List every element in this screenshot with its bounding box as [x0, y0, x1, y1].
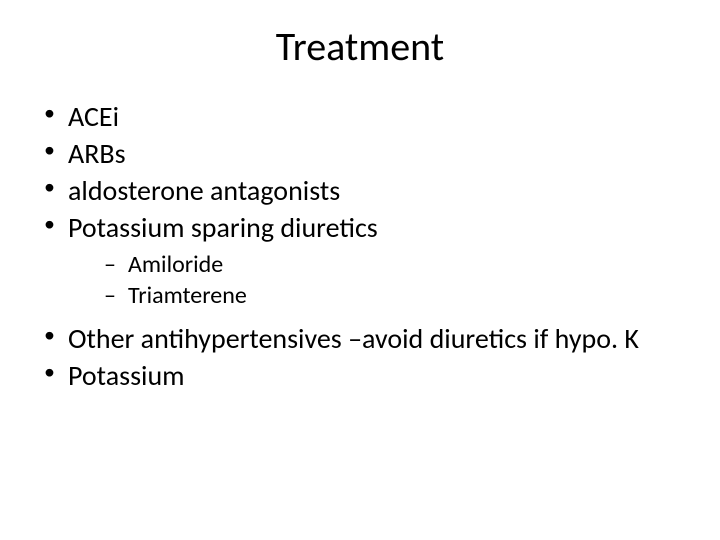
list-item: ARBs — [38, 136, 682, 171]
slide-content: ACEi ARBs aldosterone antagonists Potass… — [0, 81, 720, 393]
list-item: Amiloride — [68, 249, 682, 280]
list-item: ACEi — [38, 99, 682, 134]
list-item: aldosterone antagonists — [38, 173, 682, 208]
list-item-text: aldosterone antagonists — [68, 173, 340, 208]
list-item-text: Potassium — [68, 358, 185, 393]
list-item: Triamterene — [68, 280, 682, 311]
list-item-text: Amiloride — [128, 250, 223, 279]
list-item-text: ARBs — [68, 136, 126, 171]
slide-title: Treatment — [0, 0, 720, 81]
list-item: Potassium sparing diuretics Amiloride Tr… — [38, 210, 682, 311]
slide: Treatment ACEi ARBs aldosterone antagoni… — [0, 0, 720, 540]
list-item: Other antihypertensives –avoid diuretics… — [38, 321, 682, 356]
bullet-list-level1: ACEi ARBs aldosterone antagonists Potass… — [38, 99, 682, 393]
list-item-text: Potassium sparing diuretics — [68, 210, 378, 245]
list-item-text: Other antihypertensives –avoid diuretics… — [68, 321, 639, 356]
list-item: Potassium — [38, 358, 682, 393]
list-item-text: ACEi — [68, 99, 119, 134]
bullet-list-level2: Amiloride Triamterene — [68, 249, 682, 311]
list-item-text: Triamterene — [128, 281, 247, 310]
